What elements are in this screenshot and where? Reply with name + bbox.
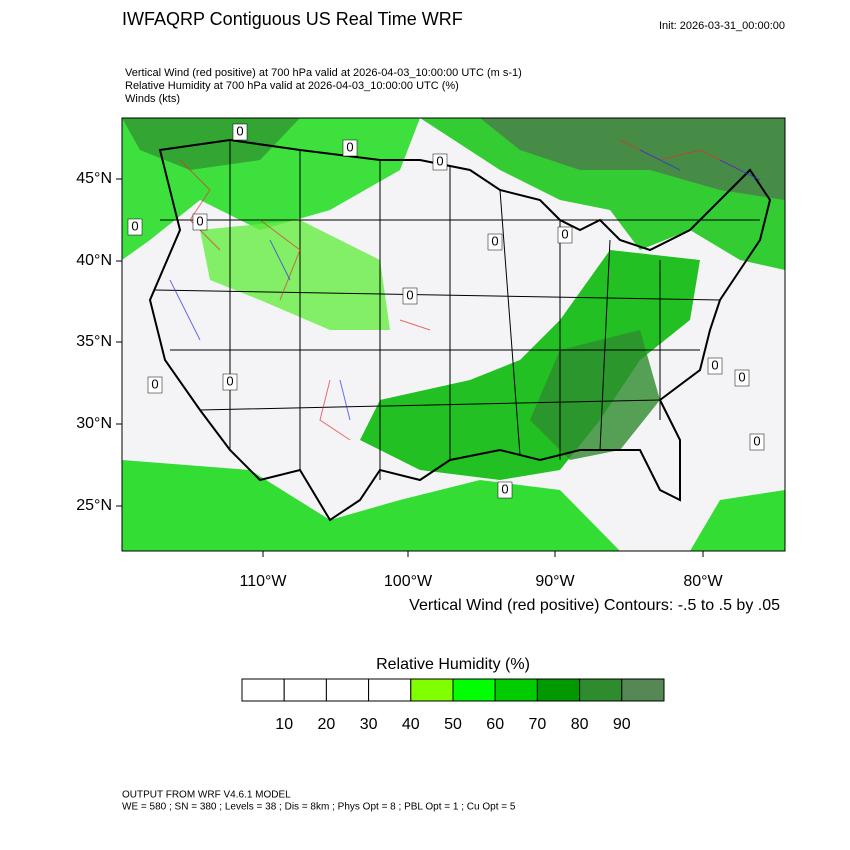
colorbar-tick-label: 40: [402, 716, 420, 733]
state-lines: [154, 140, 760, 480]
map: [121, 117, 786, 552]
contour-label-box: [222, 373, 238, 391]
lat-label: 40°N: [76, 252, 112, 269]
colorbar-box: [494, 678, 538, 702]
colorbar-tick-label: 50: [444, 716, 462, 733]
contour-label: 0: [151, 376, 158, 391]
colorbar-box: [579, 678, 623, 702]
lat-label: 45°N: [76, 170, 112, 187]
vertical-wind-contours: [179, 139, 741, 441]
lon-label: 90°W: [535, 573, 575, 590]
contour-label-box: [192, 213, 208, 231]
contour-label-box: [749, 433, 765, 451]
contour-label-box: [497, 481, 513, 499]
colorbar-box: [283, 678, 327, 702]
contour-label: 0: [501, 481, 508, 496]
colorbar-tick-label: 80: [571, 716, 589, 733]
colorbar-tick-label: 10: [275, 716, 293, 733]
contour-label-box: [432, 153, 448, 171]
footer: WE = 580 ; SN = 380 ; Levels = 38 ; Dis …: [122, 802, 516, 813]
colorbar-box: [241, 678, 285, 702]
lon-label: 110°W: [239, 573, 287, 590]
contour-label-box: [402, 287, 418, 305]
lon-label: 100°W: [384, 573, 433, 590]
humidity-area: [122, 118, 300, 170]
contour-label: 0: [711, 357, 718, 372]
lon-label: 80°W: [683, 573, 723, 590]
contour-label-box: [707, 357, 723, 375]
colorbar-title: Relative Humidity (%): [376, 656, 530, 673]
contour-label: 0: [436, 153, 443, 168]
subtitle: Vertical Wind (red positive) at 700 hPa …: [125, 67, 522, 79]
colorbar-box: [536, 678, 581, 702]
contour-label: 0: [196, 213, 203, 228]
map-frame: [121, 117, 786, 552]
colorbar-box: [368, 678, 412, 702]
contour-label: 0: [346, 139, 353, 154]
vertical-wind-contours: [169, 149, 761, 421]
humidity-area: [122, 460, 620, 551]
init-time: Init: 2026-03-31_00:00:00: [659, 20, 785, 32]
footer: OUTPUT FROM WRF V4.6.1 MODEL: [122, 790, 291, 801]
contour-label: 0: [406, 287, 413, 302]
colorbar-box: [325, 678, 370, 702]
subtitle: Relative Humidity at 700 hPa valid at 20…: [125, 80, 459, 92]
contour-label-box: [232, 123, 248, 141]
humidity-area: [360, 250, 700, 480]
contour-label-box: [127, 218, 143, 236]
lat-label: 25°N: [76, 497, 112, 514]
contour-label: 0: [491, 233, 498, 248]
colorbar-tick-label: 20: [318, 716, 336, 733]
subtitle: Winds (kts): [125, 93, 180, 105]
contour-label-box: [342, 139, 358, 157]
humidity-area: [530, 330, 660, 460]
contour-label: 0: [226, 373, 233, 388]
colorbar-box: [452, 678, 496, 702]
colorbar-tick-label: 90: [613, 716, 631, 733]
colorbar-box: [621, 678, 665, 702]
colorbar-tick-label: 70: [529, 716, 547, 733]
humidity-area: [200, 220, 390, 330]
title: IWFAQRP Contiguous US Real Time WRF: [122, 9, 463, 29]
contour-label: 0: [738, 369, 745, 384]
lat-label: 30°N: [76, 415, 112, 432]
colorbar-box: [410, 678, 454, 702]
humidity-area: [690, 490, 785, 551]
contour-label-box: [147, 376, 163, 394]
colorbar-tick-label: 60: [486, 716, 504, 733]
contour-label: 0: [236, 123, 243, 138]
contour-note: Vertical Wind (red positive) Contours: -…: [409, 597, 780, 614]
lat-label: 35°N: [76, 333, 112, 350]
contour-label: 0: [753, 433, 760, 448]
contour-label-box: [734, 369, 750, 387]
contour-label-box: [487, 233, 503, 251]
contour-label: 0: [131, 218, 138, 233]
humidity-area: [480, 118, 785, 200]
contour-label: 0: [561, 226, 568, 241]
contour-label-box: [557, 226, 573, 244]
colorbar-tick-label: 30: [360, 716, 378, 733]
